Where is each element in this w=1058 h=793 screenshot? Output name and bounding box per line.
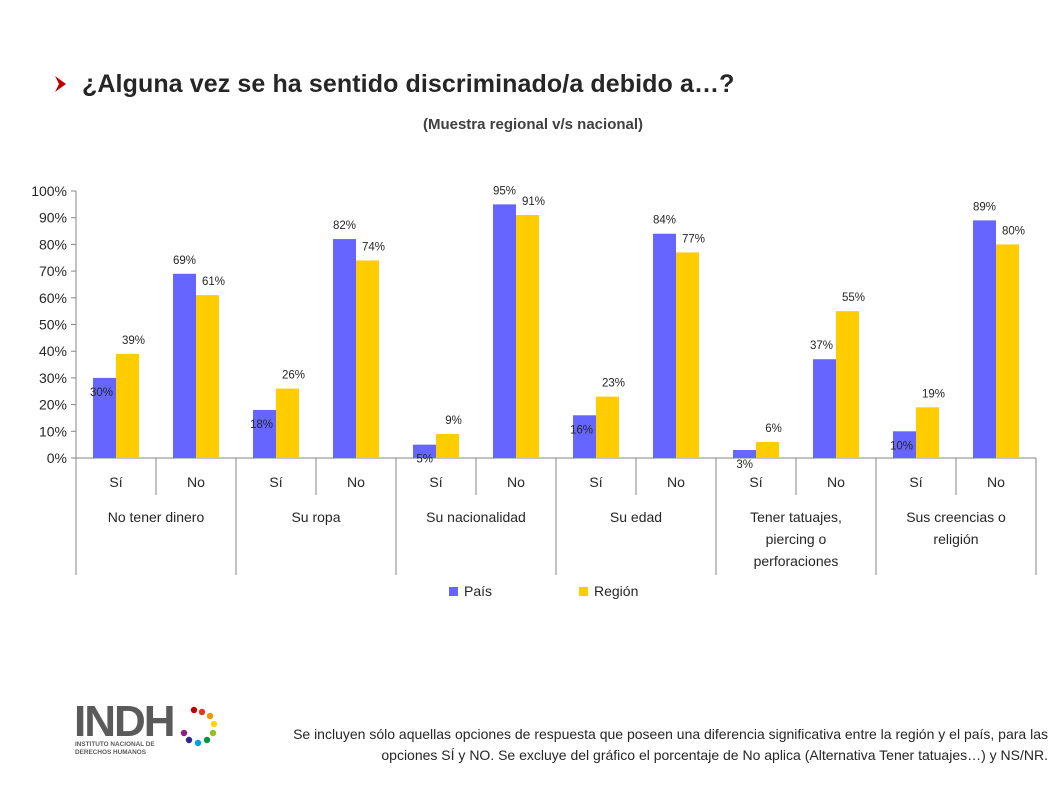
legend-label-pais: País [464,583,492,599]
data-label-pais: 37% [810,340,833,352]
data-label-region: 77% [682,233,705,245]
bar-pais [93,377,116,458]
bar-pais [493,204,516,458]
bar-region [196,295,219,458]
bar-pais [813,359,836,458]
slide-title: ¿Alguna vez se ha sentido discriminado/a… [82,69,735,98]
data-label-region: 55% [842,292,865,304]
x-group-label: Su edad [610,509,662,525]
x-category-label: No [827,474,845,490]
data-label-pais: 69% [173,255,196,267]
chart-subtitle: (Muestra regional v/s nacional) [422,116,644,133]
data-label-region: 91% [522,196,545,208]
bar-region [996,244,1019,458]
y-tick-label: 10% [39,423,67,439]
bar-pais [653,233,676,458]
x-category-label: No [187,474,205,490]
y-tick-label: 20% [39,397,67,413]
x-category-label: No [987,474,1005,490]
y-tick-label: 70% [39,263,67,279]
x-category-label: No [347,474,365,490]
bar-pais [253,409,276,458]
x-category-label: Sí [749,474,762,490]
data-label-region: 80% [1002,225,1025,237]
bar-region [436,433,459,458]
bar-region [116,353,139,458]
bar-region [756,441,779,458]
x-category-label: Sí [909,474,922,490]
x-group-label: Sus creencias o religión [906,509,1006,547]
data-label-region: 26% [282,370,305,382]
bar-pais [413,444,436,458]
y-tick-label: 40% [39,343,67,359]
data-label-pais: 18% [250,419,273,431]
indh-logo: INDH INSTITUTO NACIONAL DE DERECHOS HUMA… [74,698,218,756]
data-label-region: 74% [362,241,385,253]
data-label-pais: 30% [90,387,113,399]
y-tick-label: 0% [47,450,67,466]
bar-region [516,215,539,458]
bar-pais [973,220,996,458]
bar-pais [333,239,356,458]
x-group-label: No tener dinero [108,509,205,525]
logo-tagline-1: INSTITUTO NACIONAL DE [75,741,155,748]
x-category-label: No [667,474,685,490]
data-label-pais: 84% [653,215,676,227]
x-category-label: Sí [109,474,122,490]
bar-region [676,252,699,458]
y-tick-label: 90% [39,210,67,226]
logo-text: INDH [74,698,174,746]
x-group-label: Su ropa [291,509,340,525]
x-category-label: Sí [429,474,442,490]
x-group-label: Su nacionalidad [426,509,526,525]
bar-region [356,260,379,458]
legend-swatch-region [579,587,588,596]
logo-tagline-2: DERECHOS HUMANOS [75,749,147,756]
legend-label-region: Región [594,583,638,599]
data-label-pais: 95% [493,185,516,197]
bar-pais [893,431,916,458]
bar-chart: 0% 10% 20% 30% 40% 50% 60% 70% 80% 90% 100% Sí No Sí N… [31,183,1037,599]
data-label-pais: 10% [890,440,913,452]
footnote: Se incluyen sólo aquellas opciones de re… [293,726,1048,763]
legend-swatch-pais [449,587,458,596]
data-label-region: 9% [445,415,462,427]
x-category-label: Sí [269,474,282,490]
data-label-region: 23% [602,378,625,390]
x-category-label: Sí [589,474,602,490]
bar-region [916,407,939,458]
y-tick-label: 30% [39,370,67,386]
data-label-pais: 3% [736,459,753,471]
data-label-pais: 5% [416,454,433,466]
data-label-pais: 89% [973,201,996,213]
data-label-pais: 16% [570,424,593,436]
bar-region [836,311,859,458]
data-label-region: 19% [922,388,945,400]
bar-pais [733,449,756,458]
data-label-region: 6% [765,423,782,435]
y-tick-label: 60% [39,290,67,306]
data-label-pais: 82% [333,220,356,232]
x-group-label: Tener tatuajes, piercing o perforaciones [750,509,842,569]
bar-pais [573,415,596,458]
y-tick-label: 80% [39,236,67,252]
title-row: ¿Alguna vez se ha sentido discriminado/a… [50,64,734,104]
y-tick-label: 50% [39,317,67,333]
x-category-label: No [507,474,525,490]
bar-pais [173,273,196,458]
y-tick-label: 100% [31,183,67,199]
bar-region [276,388,299,458]
logo-dots-icon [180,706,218,747]
bar-region [596,396,619,458]
data-label-region: 39% [122,335,145,347]
data-label-region: 61% [202,276,225,288]
chevron-right-icon [55,76,66,92]
